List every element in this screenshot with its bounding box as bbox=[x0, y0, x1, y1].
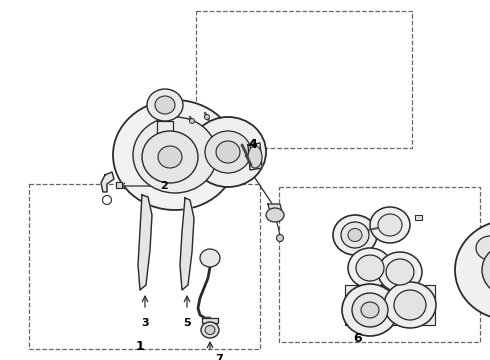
Bar bbox=[279, 187, 480, 342]
Bar bbox=[29, 184, 260, 349]
Polygon shape bbox=[345, 285, 435, 325]
Polygon shape bbox=[268, 204, 282, 212]
Polygon shape bbox=[248, 143, 262, 170]
Ellipse shape bbox=[205, 131, 251, 173]
Ellipse shape bbox=[205, 325, 215, 334]
Ellipse shape bbox=[142, 131, 198, 183]
Polygon shape bbox=[157, 121, 173, 137]
Ellipse shape bbox=[216, 141, 240, 163]
Ellipse shape bbox=[266, 208, 284, 222]
Text: 3: 3 bbox=[141, 318, 149, 328]
Text: 4: 4 bbox=[248, 138, 257, 151]
Ellipse shape bbox=[147, 89, 183, 121]
Ellipse shape bbox=[113, 100, 237, 210]
Ellipse shape bbox=[352, 293, 388, 327]
Polygon shape bbox=[180, 198, 194, 290]
Polygon shape bbox=[415, 215, 422, 220]
Ellipse shape bbox=[341, 222, 369, 248]
Ellipse shape bbox=[348, 229, 362, 242]
Polygon shape bbox=[116, 182, 122, 188]
Ellipse shape bbox=[476, 236, 490, 260]
Ellipse shape bbox=[133, 117, 217, 193]
Ellipse shape bbox=[248, 146, 262, 168]
Ellipse shape bbox=[190, 117, 266, 187]
Text: 1: 1 bbox=[135, 339, 144, 352]
Ellipse shape bbox=[370, 207, 410, 243]
Ellipse shape bbox=[356, 255, 384, 281]
Ellipse shape bbox=[155, 96, 175, 114]
Ellipse shape bbox=[378, 214, 402, 236]
Ellipse shape bbox=[384, 282, 436, 328]
Ellipse shape bbox=[348, 248, 392, 288]
Ellipse shape bbox=[386, 259, 414, 285]
Ellipse shape bbox=[361, 302, 379, 318]
Ellipse shape bbox=[201, 322, 219, 338]
Bar bbox=[196, 11, 412, 148]
Ellipse shape bbox=[455, 220, 490, 320]
Ellipse shape bbox=[200, 249, 220, 267]
Circle shape bbox=[204, 114, 210, 120]
Ellipse shape bbox=[158, 146, 182, 168]
Text: 7: 7 bbox=[215, 354, 223, 360]
Polygon shape bbox=[202, 318, 218, 323]
Text: 2: 2 bbox=[160, 181, 168, 191]
Polygon shape bbox=[138, 195, 152, 290]
Circle shape bbox=[190, 118, 195, 123]
Ellipse shape bbox=[482, 244, 490, 296]
Text: 6: 6 bbox=[353, 332, 362, 345]
Text: 5: 5 bbox=[183, 318, 191, 328]
Ellipse shape bbox=[394, 290, 426, 320]
Polygon shape bbox=[193, 144, 210, 163]
Ellipse shape bbox=[342, 284, 398, 336]
Ellipse shape bbox=[378, 252, 422, 292]
Ellipse shape bbox=[333, 215, 377, 255]
Text: 4: 4 bbox=[248, 138, 257, 151]
Polygon shape bbox=[101, 172, 114, 192]
Circle shape bbox=[276, 234, 284, 242]
